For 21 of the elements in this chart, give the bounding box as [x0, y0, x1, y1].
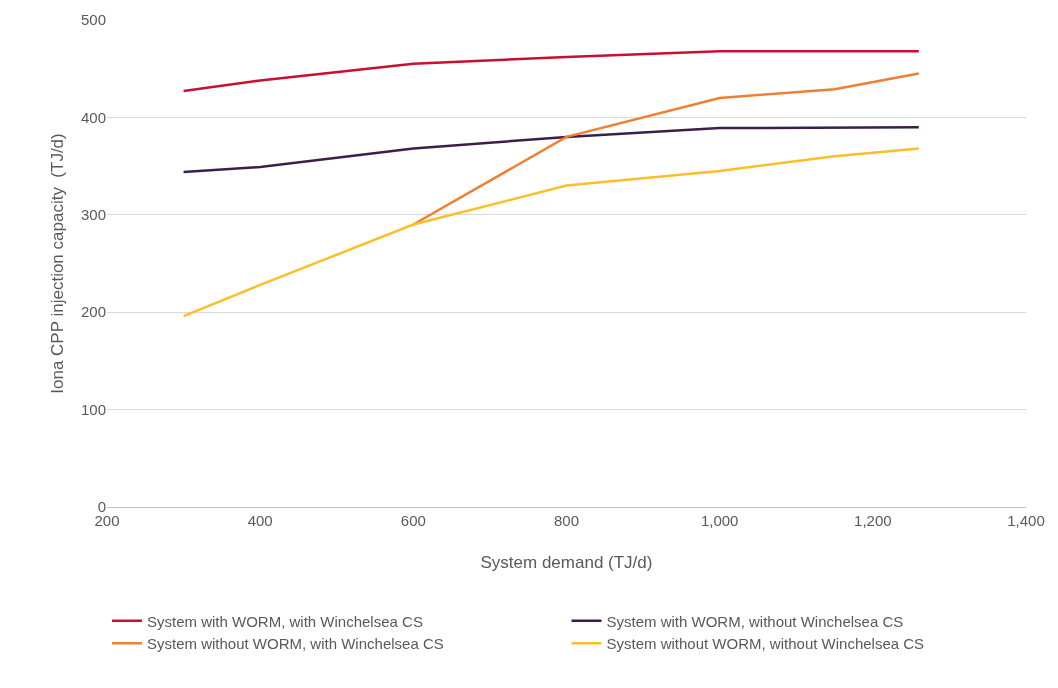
y-tick-label: 300 — [80, 206, 106, 224]
legend-label: System with WORM, with Winchelsea CS — [147, 612, 423, 630]
x-tick-label: 1,400 — [1007, 512, 1045, 529]
x-tick-label: 1,000 — [700, 512, 739, 529]
x-tick-label: 1,200 — [854, 512, 892, 529]
line-series — [182, 125, 921, 174]
x-tick-label: 800 — [553, 512, 580, 529]
y-tick-label: 100 — [80, 400, 106, 418]
y-tick-label: 500 — [80, 11, 106, 29]
y-axis-title: Iona CPP injection capacity (TJ/d) — [48, 133, 67, 394]
y-tick-label: 200 — [80, 303, 106, 321]
x-axis-title: System demand (TJ/d) — [480, 553, 653, 572]
legend-label: System without WORM, without Winchelsea CS — [606, 635, 925, 652]
legend-label: System without WORM, with Winchelsea CS — [147, 635, 444, 652]
line-series — [182, 147, 921, 318]
line-series — [182, 49, 921, 93]
legend-label: System with WORM, without Winchelsea CS — [606, 612, 904, 630]
x-tick-label: 600 — [400, 512, 426, 529]
y-tick-label: 400 — [80, 108, 106, 126]
line-series — [412, 72, 921, 226]
x-tick-label: 400 — [247, 512, 273, 529]
